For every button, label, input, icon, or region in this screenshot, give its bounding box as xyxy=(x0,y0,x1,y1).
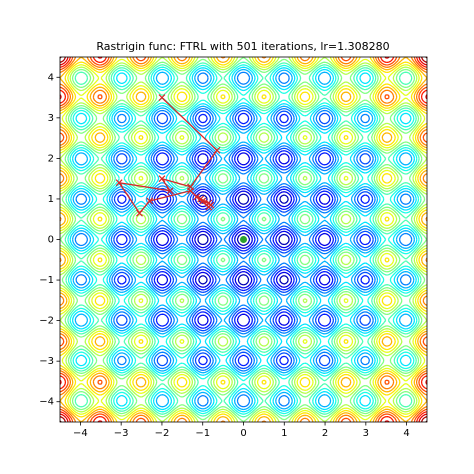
contour-line xyxy=(59,56,428,423)
contour-line xyxy=(59,56,428,423)
chart-title: Rastrigin func: FTRL with 501 iterations… xyxy=(96,40,389,53)
x-tick-label: −3 xyxy=(114,428,129,439)
x-tick-label: 1 xyxy=(281,428,287,439)
x-tick-label: 3 xyxy=(363,428,369,439)
x-tick-label: 4 xyxy=(403,428,409,439)
contour-line xyxy=(59,56,428,423)
contour-line xyxy=(71,68,416,411)
y-tick-label: 4 xyxy=(48,72,54,83)
y-tick-label: 3 xyxy=(48,113,54,124)
y-tick-label: 1 xyxy=(48,194,54,205)
contour-line xyxy=(59,56,428,423)
contour-line xyxy=(59,56,428,423)
path-marker xyxy=(205,199,213,207)
contour-line xyxy=(69,66,418,413)
y-tick-label: −4 xyxy=(39,397,54,408)
path-marker xyxy=(166,187,174,195)
contour-line xyxy=(59,56,428,423)
path-marker xyxy=(158,175,166,183)
contour-line xyxy=(59,56,428,423)
contour-line xyxy=(59,56,428,423)
path-marker xyxy=(136,209,143,217)
path-marker xyxy=(199,197,207,205)
y-tick-label: −3 xyxy=(39,356,54,367)
contour-line xyxy=(67,64,420,415)
path-marker xyxy=(213,146,221,154)
x-tick-label: −1 xyxy=(195,428,210,439)
x-tick-label: −2 xyxy=(155,428,170,439)
y-tick-label: 0 xyxy=(48,235,54,246)
contour-line xyxy=(59,56,428,423)
path-marker xyxy=(146,197,154,205)
path-marker xyxy=(158,94,166,101)
path-marker xyxy=(187,187,194,195)
path-marker xyxy=(193,193,201,201)
x-tick-label: −4 xyxy=(73,428,88,439)
contour-line xyxy=(59,56,428,423)
minimum-marker xyxy=(240,236,247,243)
x-tick-label: 2 xyxy=(322,428,328,439)
contour-line xyxy=(155,152,332,327)
contour-line xyxy=(74,71,413,408)
contour-line xyxy=(64,61,423,418)
contour-line xyxy=(116,112,371,367)
path-marker xyxy=(115,179,123,187)
y-tick-label: −1 xyxy=(39,275,54,286)
y-tick-label: −2 xyxy=(39,316,54,327)
x-tick-label: 0 xyxy=(240,428,246,439)
contour-line xyxy=(113,109,374,370)
y-tick-label: 2 xyxy=(48,153,54,164)
contour-line xyxy=(197,193,290,286)
